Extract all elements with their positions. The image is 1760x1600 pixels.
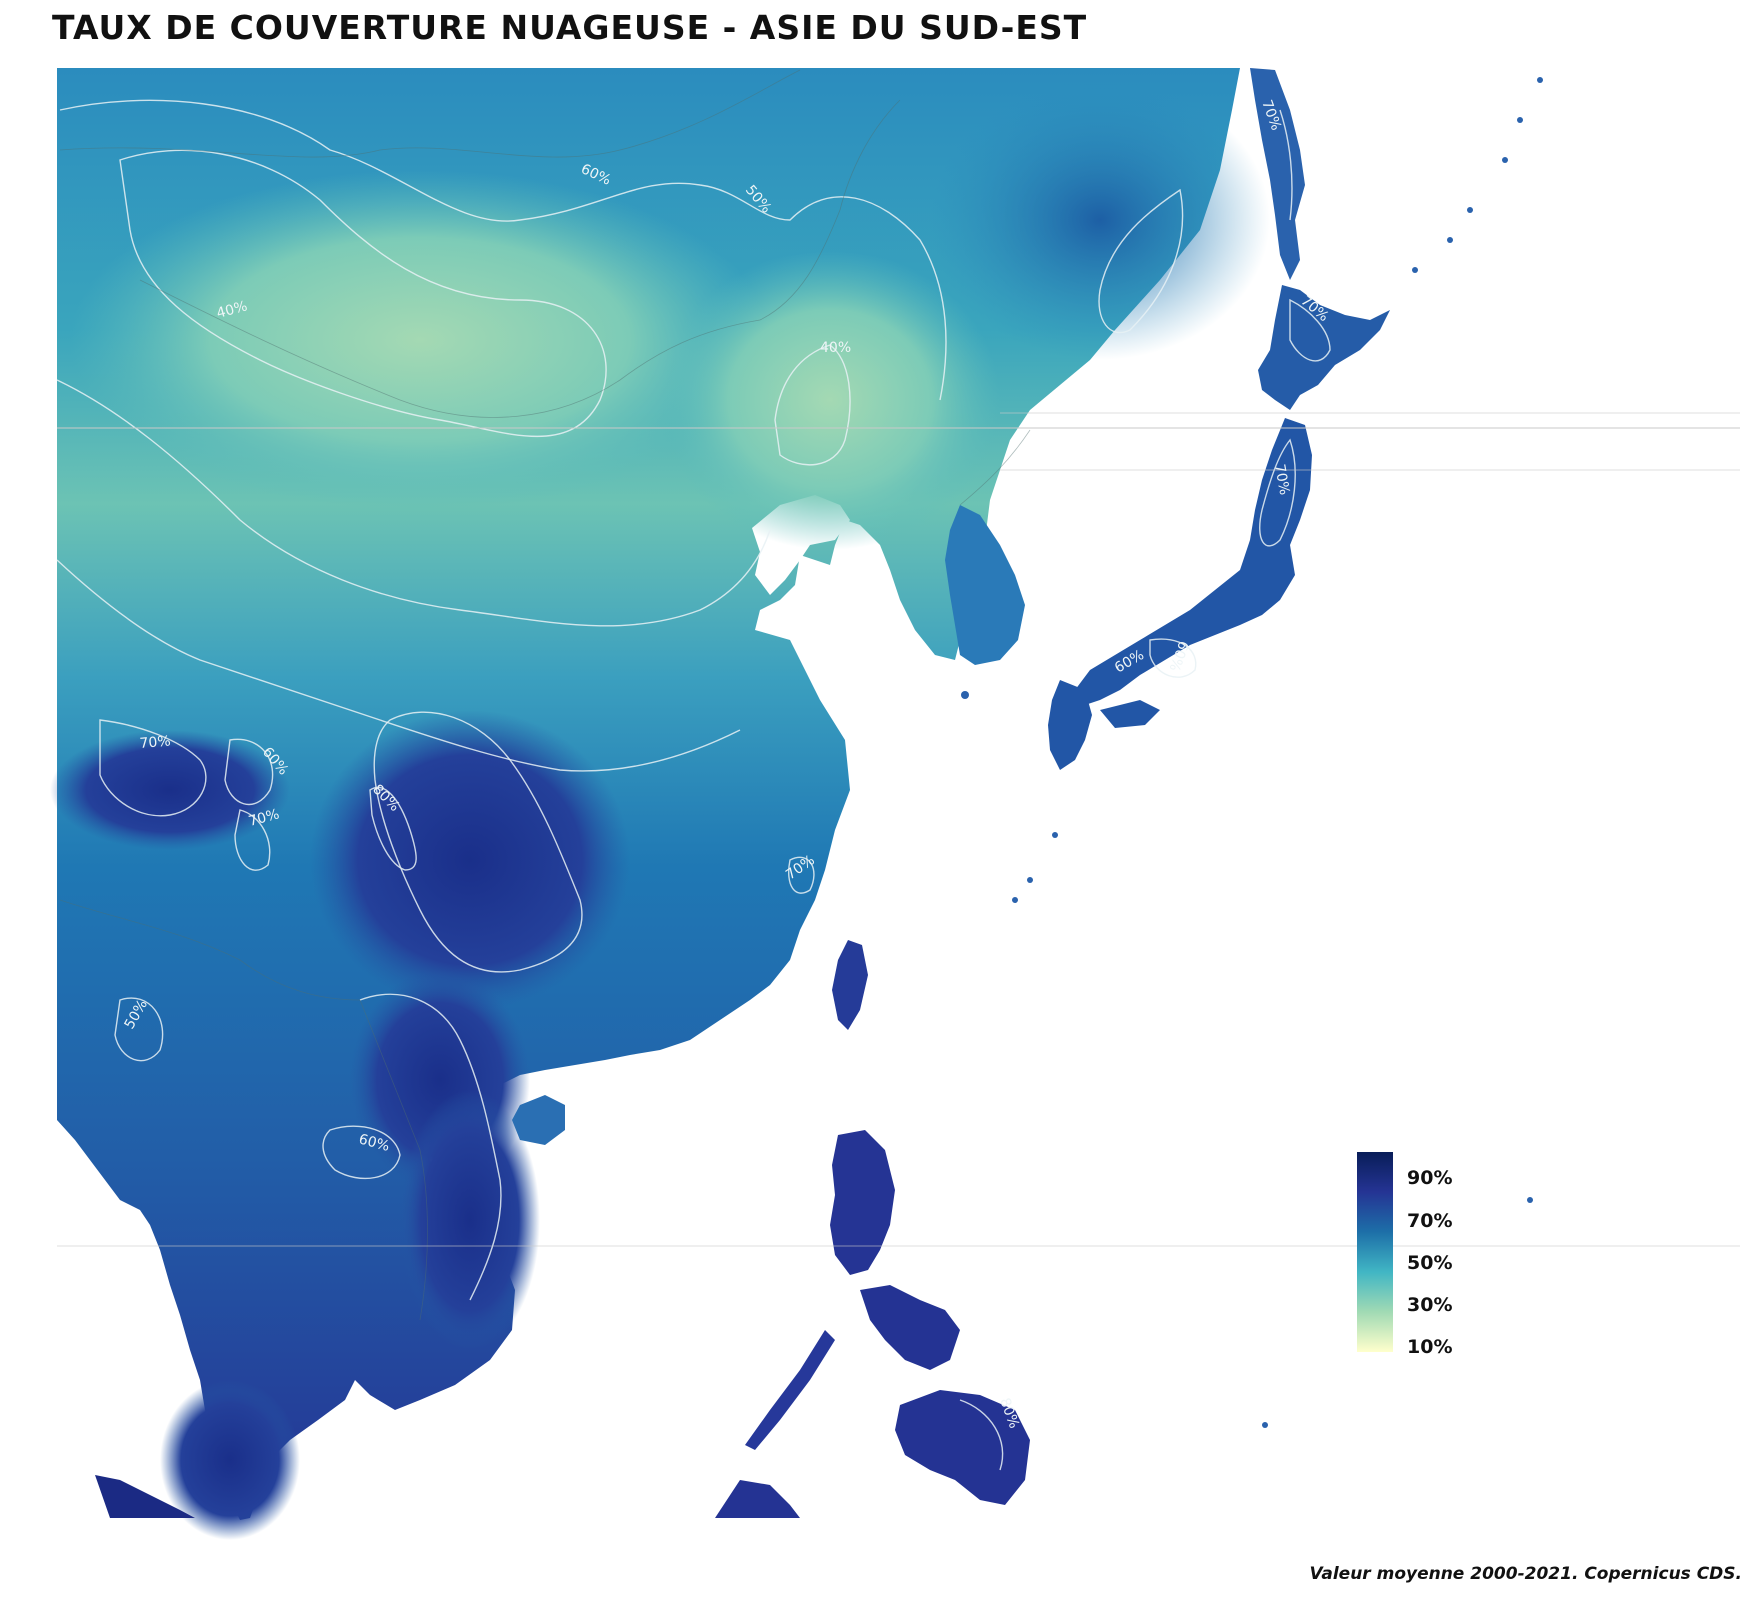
island-dot	[1537, 77, 1543, 83]
palawan-island	[745, 1330, 835, 1450]
contour-line	[1149, 638, 1197, 678]
contour-line	[56, 559, 741, 772]
island-dot	[1467, 207, 1473, 213]
island-dot	[1517, 117, 1523, 123]
tibet-cloudy-zone	[50, 730, 290, 850]
siberia-zone	[930, 80, 1270, 360]
malaysia-cloudy-zone	[160, 1380, 300, 1540]
borneo-top	[715, 1480, 800, 1518]
contour-label: 60%	[357, 1131, 391, 1155]
north-china-dry-zone	[660, 250, 1000, 550]
map-title: Taux de couverture nuageuse - Asie du Su…	[52, 8, 1088, 47]
contour-line	[959, 1399, 1004, 1471]
contour-line	[369, 786, 417, 871]
sichuan-cloudy-zone	[310, 710, 630, 1010]
island-dot	[1012, 897, 1018, 903]
visayas-islands	[860, 1285, 960, 1370]
island-dot	[1447, 237, 1453, 243]
contour-line	[1289, 298, 1331, 362]
legend-label: 50%	[1407, 1252, 1453, 1274]
island-dot	[1027, 877, 1033, 883]
contour-lines	[56, 99, 1331, 1471]
border-line	[59, 69, 801, 158]
island-dot	[1527, 1197, 1533, 1203]
kyushu-island	[1048, 680, 1092, 770]
legend-label: 30%	[1407, 1294, 1453, 1316]
graticule	[57, 412, 1740, 1247]
border-line	[759, 99, 901, 321]
luzon-island	[830, 1130, 895, 1275]
hokkaido-island	[1258, 285, 1390, 410]
contour-line	[322, 1125, 401, 1180]
contour-line	[359, 993, 502, 1301]
contour-line	[59, 99, 947, 401]
contour-label: 70%	[1271, 463, 1292, 496]
island-dot	[1262, 1422, 1268, 1428]
island-dot	[1052, 832, 1058, 838]
source-caption: Valeur moyenne 2000-2021. Copernicus CDS…	[1309, 1564, 1742, 1584]
contour-line	[788, 856, 815, 894]
honshu-island	[1075, 418, 1312, 705]
vietnam-cloudy-zone	[400, 1090, 540, 1350]
legend-label: 10%	[1407, 1336, 1453, 1358]
hainan-island	[512, 1095, 565, 1145]
island-dot	[961, 691, 969, 699]
contour-line	[1098, 188, 1184, 334]
legend-label: 70%	[1407, 1210, 1453, 1232]
contour-label: 70%	[139, 733, 171, 752]
contour-line	[224, 738, 274, 806]
sakhalin-island	[1250, 68, 1305, 280]
mindanao-island	[895, 1390, 1030, 1505]
contour-label: 40%	[820, 340, 851, 356]
contour-label: 70%	[247, 806, 281, 830]
border-line	[139, 279, 761, 418]
shikoku-island	[1100, 700, 1160, 728]
taiwan-island	[832, 940, 868, 1030]
country-borders	[59, 69, 1031, 1321]
sumatra-top	[95, 1475, 195, 1518]
legend-label: 90%	[1407, 1167, 1453, 1189]
border-line	[59, 899, 361, 1001]
contour-line	[119, 149, 607, 438]
contour-line	[1259, 438, 1296, 547]
contour-line	[56, 379, 771, 627]
island-dot	[1502, 157, 1508, 163]
contour-line	[1279, 109, 1293, 221]
island-dot	[1412, 267, 1418, 273]
contour-line	[99, 719, 207, 817]
korea-peninsula	[945, 505, 1025, 665]
border-line	[359, 999, 428, 1321]
contour-line	[774, 344, 851, 466]
border-line	[959, 429, 1031, 506]
contour-line	[373, 711, 583, 973]
contour-line	[234, 809, 271, 871]
contour-label: 40%	[215, 298, 249, 322]
mongolia-dry-zone	[70, 170, 770, 510]
color-legend: 90% 70% 50% 30% 10%	[1357, 1152, 1477, 1357]
legend-color-bar	[1357, 1152, 1393, 1352]
contour-line	[114, 997, 164, 1062]
